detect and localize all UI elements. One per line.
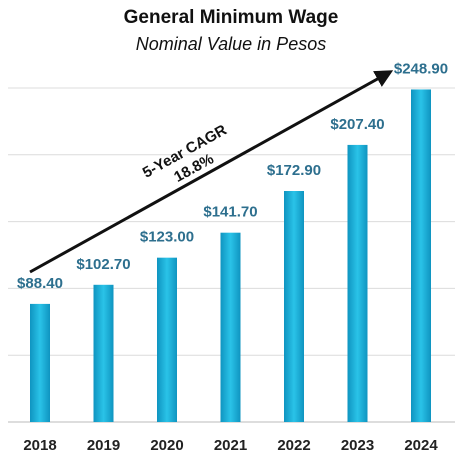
x-tick-label: 2019 [87,437,120,454]
x-tick-label: 2018 [23,437,56,454]
bar [220,232,241,422]
x-tick-label: 2023 [341,437,374,454]
x-tick-label: 2020 [150,437,183,454]
trend-arrow [29,70,394,274]
value-label: $102.70 [76,256,130,273]
value-label: $172.90 [267,162,321,179]
value-label: $207.40 [330,116,384,133]
bar [157,257,177,422]
chart-title: General Minimum Wage [124,7,339,28]
bar [411,89,431,422]
bar [347,144,368,422]
x-tick-label: 2021 [214,437,247,454]
annotation: 5-Year CAGR 18.8% [140,121,230,186]
bar [93,284,114,422]
chart-subtitle: Nominal Value in Pesos [136,34,326,54]
x-tick-label: 2022 [277,437,310,454]
bar [30,303,50,422]
bar [284,191,304,422]
x-tick-label: 2024 [404,437,438,454]
value-label: $123.00 [140,229,194,246]
value-label: $141.70 [203,204,257,221]
value-label: $88.40 [17,275,63,292]
value-label: $248.90 [394,60,448,77]
